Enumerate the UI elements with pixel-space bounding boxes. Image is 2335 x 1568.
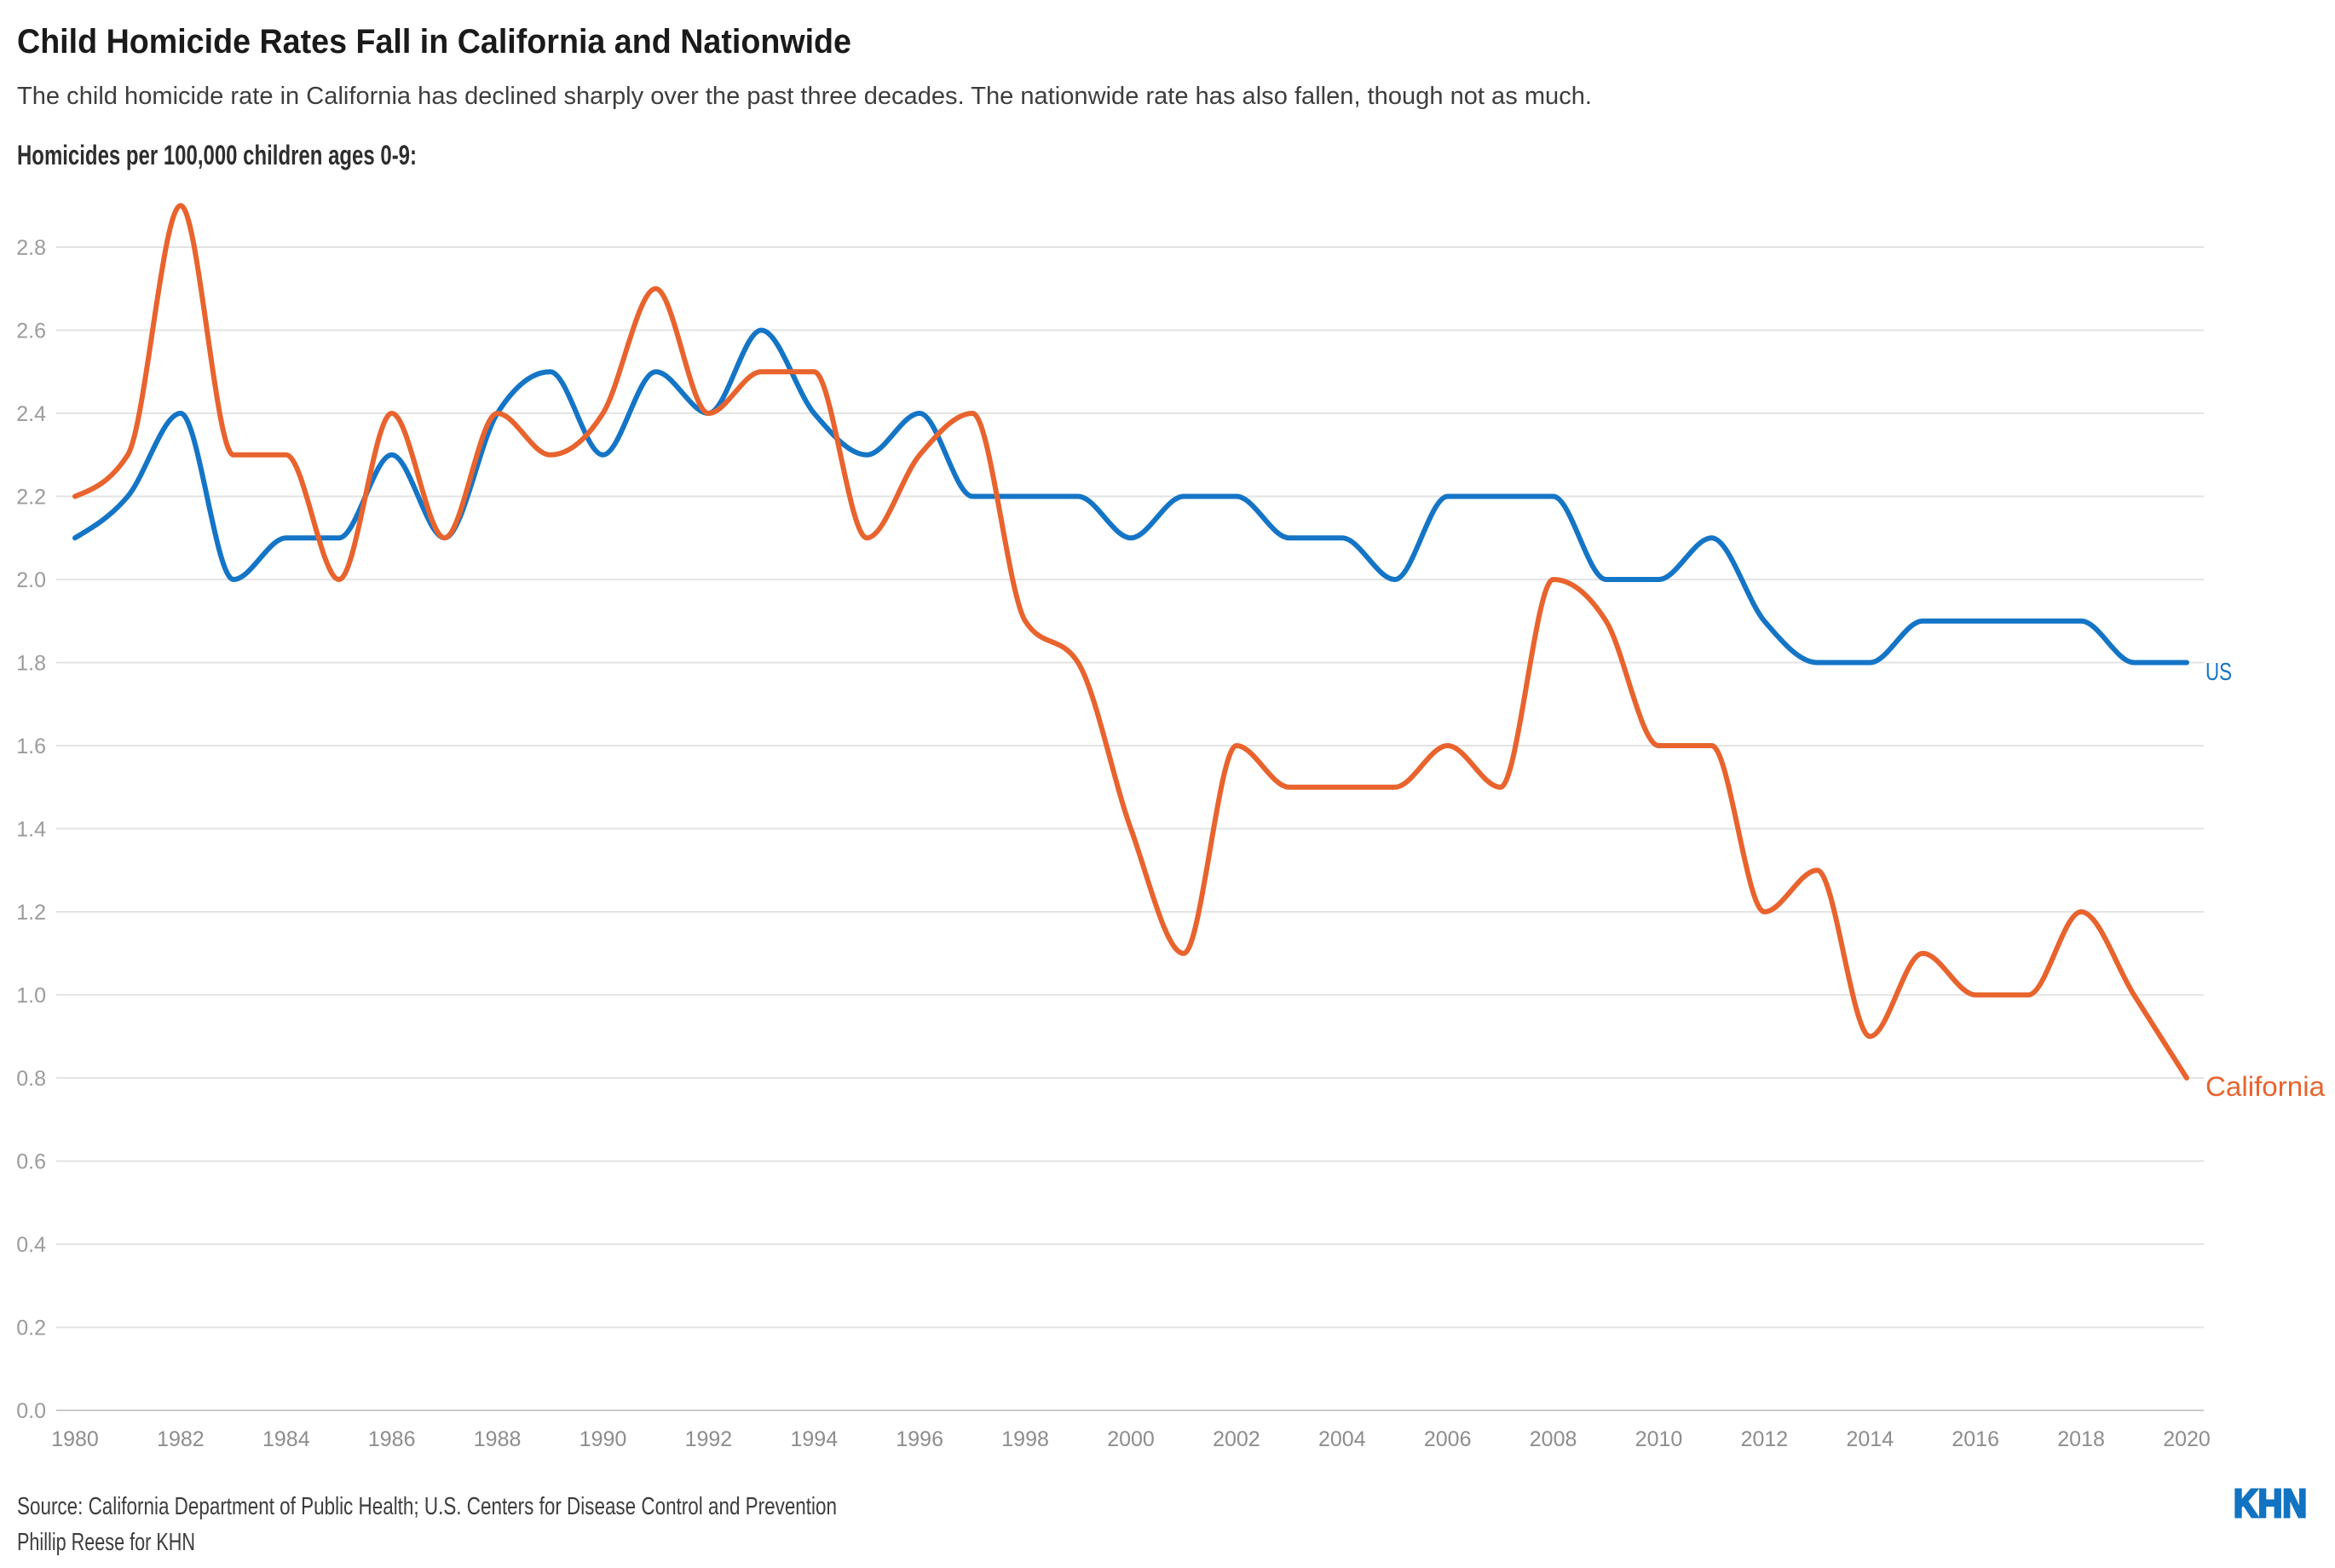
svg-text:1990: 1990 xyxy=(579,1427,627,1451)
svg-text:1988: 1988 xyxy=(474,1427,522,1451)
svg-text:2010: 2010 xyxy=(1635,1427,1683,1451)
svg-text:2000: 2000 xyxy=(1107,1427,1155,1451)
svg-text:2006: 2006 xyxy=(1424,1427,1472,1451)
svg-text:0.2: 0.2 xyxy=(16,1317,46,1340)
svg-text:2.6: 2.6 xyxy=(16,320,46,343)
svg-text:1998: 1998 xyxy=(1001,1427,1049,1451)
svg-text:US: US xyxy=(2205,659,2232,686)
svg-text:2016: 2016 xyxy=(1952,1427,1999,1451)
svg-text:2004: 2004 xyxy=(1318,1427,1366,1451)
svg-text:KHN: KHN xyxy=(2234,1481,2307,1525)
svg-text:0.4: 0.4 xyxy=(16,1233,46,1257)
svg-text:0.0: 0.0 xyxy=(16,1399,46,1423)
svg-text:2012: 2012 xyxy=(1741,1427,1789,1451)
svg-text:Phillip Reese for KHN: Phillip Reese for KHN xyxy=(17,1529,195,1556)
svg-text:2.4: 2.4 xyxy=(16,402,46,426)
svg-text:2.2: 2.2 xyxy=(16,486,46,510)
svg-text:1.8: 1.8 xyxy=(16,652,46,676)
svg-text:2020: 2020 xyxy=(2163,1427,2211,1451)
svg-text:2002: 2002 xyxy=(1213,1427,1260,1451)
svg-text:2.0: 2.0 xyxy=(16,568,46,592)
svg-text:Source: California Department: Source: California Department of Public … xyxy=(17,1493,837,1520)
svg-text:1982: 1982 xyxy=(157,1427,205,1451)
svg-text:0.8: 0.8 xyxy=(16,1067,46,1091)
svg-text:The child homicide rate in Cal: The child homicide rate in California ha… xyxy=(17,83,1592,110)
svg-text:2018: 2018 xyxy=(2057,1427,2105,1451)
svg-text:1994: 1994 xyxy=(790,1427,838,1451)
svg-text:California: California xyxy=(2205,1071,2325,1102)
svg-text:1.2: 1.2 xyxy=(16,901,46,925)
svg-text:2.8: 2.8 xyxy=(16,236,46,260)
svg-text:1986: 1986 xyxy=(368,1427,416,1451)
svg-text:1992: 1992 xyxy=(685,1427,733,1451)
svg-text:2014: 2014 xyxy=(1846,1427,1894,1451)
svg-text:Homicides per 100,000 children: Homicides per 100,000 children ages 0-9: xyxy=(17,140,417,170)
svg-text:1.4: 1.4 xyxy=(16,818,46,842)
svg-text:1.0: 1.0 xyxy=(16,984,46,1008)
svg-text:2008: 2008 xyxy=(1530,1427,1577,1451)
svg-text:1996: 1996 xyxy=(896,1427,943,1451)
svg-text:1.6: 1.6 xyxy=(16,735,46,758)
svg-text:1984: 1984 xyxy=(262,1427,310,1451)
svg-text:Child Homicide Rates Fall in C: Child Homicide Rates Fall in California … xyxy=(17,23,851,61)
svg-text:0.6: 0.6 xyxy=(16,1150,46,1174)
svg-text:1980: 1980 xyxy=(51,1427,99,1451)
